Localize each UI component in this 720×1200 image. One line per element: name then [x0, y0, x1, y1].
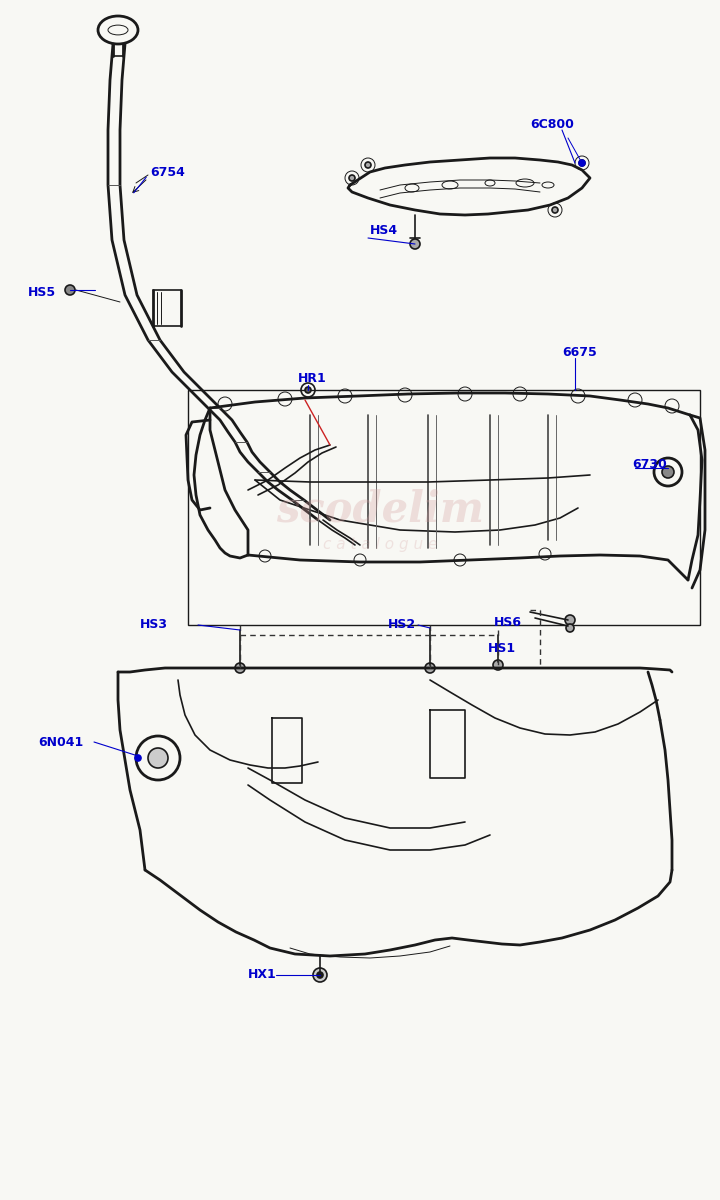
Circle shape — [317, 972, 323, 978]
Text: 6C800: 6C800 — [530, 119, 574, 132]
Circle shape — [566, 624, 574, 632]
Circle shape — [565, 614, 575, 625]
Text: HS1: HS1 — [488, 642, 516, 654]
Circle shape — [235, 662, 245, 673]
Circle shape — [425, 662, 435, 673]
Circle shape — [579, 160, 585, 166]
Text: scodelim: scodelim — [276, 490, 484, 530]
Circle shape — [662, 466, 674, 478]
Circle shape — [493, 660, 503, 670]
Text: 6730: 6730 — [632, 458, 667, 472]
Text: HS6: HS6 — [494, 616, 522, 629]
Text: 6N041: 6N041 — [38, 736, 84, 749]
Text: HS2: HS2 — [388, 618, 416, 631]
Circle shape — [305, 386, 311, 392]
Circle shape — [148, 748, 168, 768]
Circle shape — [410, 239, 420, 248]
Circle shape — [365, 162, 371, 168]
Text: 6754: 6754 — [150, 166, 185, 179]
Circle shape — [313, 968, 327, 982]
Circle shape — [349, 175, 355, 181]
Text: 6675: 6675 — [562, 346, 597, 359]
Bar — [188, 390, 700, 625]
Text: HS4: HS4 — [370, 223, 398, 236]
Text: HS5: HS5 — [28, 286, 56, 299]
Circle shape — [579, 160, 585, 166]
Circle shape — [65, 284, 75, 295]
Text: HS3: HS3 — [140, 618, 168, 631]
Text: HR1: HR1 — [298, 372, 327, 384]
Text: HX1: HX1 — [248, 968, 276, 982]
Circle shape — [552, 206, 558, 214]
Text: c a t a l o g u e: c a t a l o g u e — [323, 538, 437, 552]
Circle shape — [135, 755, 141, 761]
